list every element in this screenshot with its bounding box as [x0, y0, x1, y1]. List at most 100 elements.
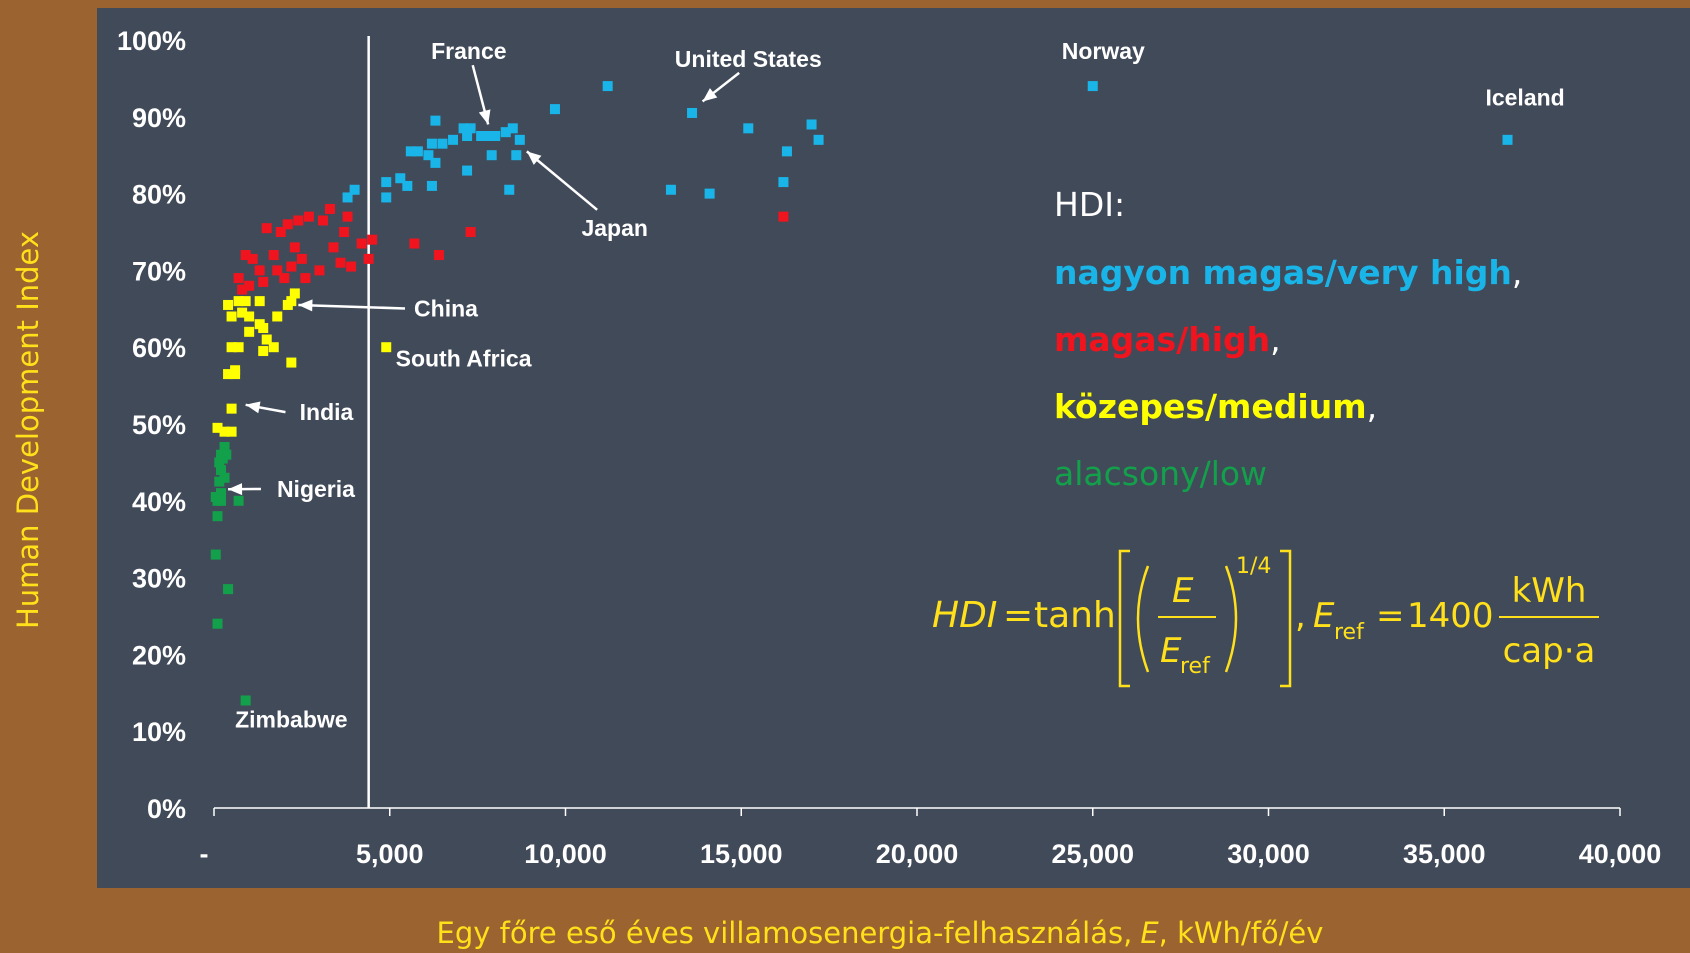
annotation-arrow-head — [478, 109, 491, 125]
y-tick-label: 60% — [132, 333, 186, 363]
x-tick-label: 15,000 — [700, 839, 783, 869]
x-tick-label: 40,000 — [1579, 839, 1662, 869]
annotation-label: China — [414, 295, 478, 321]
data-point-high — [240, 250, 251, 261]
formula-unit-numerator: kWh — [1512, 571, 1587, 611]
data-point-very-high — [342, 192, 353, 203]
data-point-high — [363, 253, 374, 264]
formula-ref-sub: ref — [1334, 620, 1365, 645]
annotation-arrow-line — [526, 150, 598, 211]
data-point-low — [216, 465, 227, 476]
data-point-very-high — [476, 131, 487, 141]
x-axis-ticks: - 5,000 10,000 15,000 20,000 25,000 30,000 35,0… — [200, 808, 1662, 869]
formula-denominator: E — [1160, 631, 1182, 671]
x-axis-title-var: E — [1140, 916, 1159, 950]
data-point-medium — [226, 426, 237, 437]
data-point-medium — [258, 323, 269, 333]
data-point-high — [300, 273, 311, 284]
x-tick-label: 10,000 — [524, 839, 607, 869]
x-tick-label: 25,000 — [1051, 839, 1134, 869]
data-point-high — [261, 223, 272, 234]
legend-entry-high-text: magas/high — [1054, 320, 1270, 359]
y-tick-label: 40% — [132, 487, 186, 517]
data-point-very-high — [778, 177, 789, 188]
annotation-label: Zimbabwe — [235, 706, 347, 732]
legend: HDI: nagyon magas/very high, magas/high,… — [1054, 185, 1522, 493]
x-tick-label: - — [200, 839, 209, 869]
legend-entry-medium: közepes/medium, — [1054, 387, 1377, 426]
data-point-low — [210, 549, 221, 560]
data-point-low — [216, 495, 227, 506]
data-point-medium — [381, 342, 392, 353]
annotation-label: South Africa — [396, 345, 532, 371]
data-point-very-high — [349, 184, 360, 195]
data-point-high — [367, 234, 378, 245]
annotation-label: Nigeria — [277, 476, 355, 502]
x-axis-title-main: Egy főre eső éves villamosenergia-felhas… — [437, 916, 1133, 950]
x-tick-label: 35,000 — [1403, 839, 1486, 869]
annotation-label: Iceland — [1485, 84, 1564, 110]
data-point-high — [433, 250, 444, 261]
data-point-very-high — [381, 192, 392, 203]
annotation-label: United States — [675, 46, 822, 72]
data-point-very-high — [507, 123, 518, 134]
legend-entry-very-high: nagyon magas/very high, — [1054, 253, 1522, 292]
formula-exponent: 1/4 — [1236, 554, 1271, 579]
data-point-very-high — [381, 177, 392, 188]
data-point-very-high — [483, 131, 494, 141]
annotation-arrow-head — [702, 88, 718, 102]
data-point-low — [212, 511, 223, 522]
data-point-high — [286, 261, 297, 272]
data-point-high — [293, 215, 304, 226]
data-point-very-high — [486, 150, 497, 161]
data-point-medium — [226, 342, 237, 353]
data-point-high — [356, 238, 367, 249]
data-point-medium — [244, 326, 255, 337]
hdi-formula: HDI = tanh E E ref 1/4 , E ref = 1400 kW… — [932, 549, 1599, 688]
data-point-high — [275, 227, 286, 237]
data-point-very-high — [465, 123, 476, 134]
plot-background — [97, 8, 1690, 888]
data-point-medium — [244, 311, 255, 322]
data-point-very-high — [549, 104, 560, 115]
data-point-high — [254, 265, 265, 276]
legend-entry-high: magas/high, — [1054, 320, 1281, 359]
data-point-very-high — [687, 107, 698, 118]
data-point-very-high — [402, 180, 413, 191]
formula-numerator: E — [1172, 571, 1194, 611]
annotation-label: India — [300, 399, 354, 425]
data-point-high — [237, 284, 248, 295]
data-point-high — [314, 265, 325, 276]
formula-unit-denominator: cap·a — [1503, 631, 1596, 671]
data-point-high — [303, 211, 314, 222]
x-tick-label: 20,000 — [876, 839, 959, 869]
x-axis-title: Egy főre eső éves villamosenergia-felhas… — [437, 916, 1324, 950]
y-tick-label: 10% — [132, 717, 186, 747]
data-point-high — [335, 257, 346, 268]
data-point-low — [214, 476, 225, 487]
data-point-medium — [286, 357, 297, 368]
data-point-very-high — [448, 134, 459, 145]
y-tick-label: 90% — [132, 103, 186, 133]
data-point-high — [244, 280, 255, 291]
data-point-high — [324, 203, 335, 214]
annotation-arrow-head — [526, 151, 542, 165]
data-point-high — [282, 219, 293, 230]
annotations: France United States Norway Iceland Japan Chi… — [228, 38, 1565, 732]
data-point-low — [240, 695, 251, 706]
y-tick-label: 70% — [132, 256, 186, 286]
data-point-medium — [261, 334, 272, 345]
annotation-label: Norway — [1062, 38, 1145, 64]
data-point-medium — [254, 296, 265, 307]
formula-right-bracket — [1280, 549, 1292, 688]
data-point-medium — [237, 307, 248, 318]
data-point-very-high — [426, 138, 437, 149]
data-point-very-high — [1502, 134, 1513, 145]
annotation-arrow-head — [245, 401, 261, 414]
formula-comma: , — [1295, 596, 1306, 636]
data-point-medium — [223, 299, 234, 310]
data-point-medium — [240, 296, 251, 307]
x-axis-title-unit: , kWh/fő/év — [1159, 916, 1324, 950]
data-point-high — [289, 242, 300, 253]
